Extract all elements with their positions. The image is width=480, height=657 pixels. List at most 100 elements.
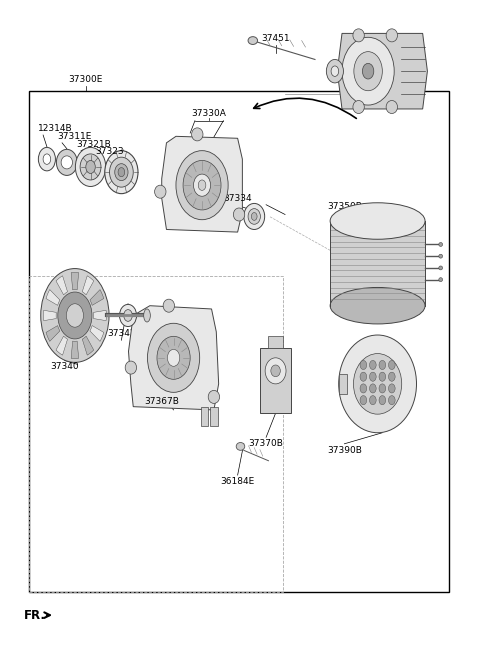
- Text: 37311E: 37311E: [57, 132, 92, 141]
- Text: 37340: 37340: [50, 363, 79, 371]
- Ellipse shape: [379, 361, 385, 369]
- Ellipse shape: [198, 180, 206, 191]
- Ellipse shape: [386, 29, 397, 42]
- Polygon shape: [337, 34, 427, 109]
- Ellipse shape: [105, 150, 138, 194]
- Text: 37342: 37342: [107, 329, 136, 338]
- Text: 37330A: 37330A: [192, 109, 227, 118]
- Ellipse shape: [353, 29, 364, 42]
- Ellipse shape: [360, 396, 367, 405]
- Ellipse shape: [353, 353, 402, 414]
- Ellipse shape: [388, 396, 395, 405]
- Polygon shape: [44, 310, 56, 321]
- Ellipse shape: [439, 266, 443, 270]
- Ellipse shape: [86, 160, 96, 173]
- Bar: [210, 407, 218, 426]
- Bar: [29, 277, 283, 593]
- Polygon shape: [94, 310, 107, 321]
- Text: 37367B: 37367B: [144, 397, 179, 406]
- Bar: [339, 374, 347, 394]
- Ellipse shape: [379, 396, 385, 405]
- Ellipse shape: [439, 278, 443, 282]
- Ellipse shape: [386, 101, 397, 114]
- Text: 37370B: 37370B: [249, 440, 284, 448]
- Ellipse shape: [41, 269, 109, 363]
- Ellipse shape: [326, 59, 343, 83]
- Text: FR.: FR.: [24, 608, 46, 622]
- Ellipse shape: [388, 372, 395, 381]
- Bar: [260, 348, 291, 413]
- Ellipse shape: [38, 147, 56, 171]
- Ellipse shape: [125, 361, 137, 374]
- Ellipse shape: [208, 390, 219, 403]
- Ellipse shape: [353, 101, 364, 114]
- Ellipse shape: [236, 443, 245, 450]
- Ellipse shape: [439, 254, 443, 258]
- Polygon shape: [46, 326, 60, 342]
- Text: 37323: 37323: [95, 147, 124, 156]
- Ellipse shape: [120, 304, 137, 327]
- Ellipse shape: [163, 299, 175, 312]
- Ellipse shape: [248, 37, 258, 45]
- Ellipse shape: [144, 309, 150, 322]
- Bar: [201, 407, 208, 426]
- Ellipse shape: [118, 168, 125, 177]
- Ellipse shape: [354, 52, 383, 91]
- Ellipse shape: [66, 304, 84, 327]
- Text: 37334: 37334: [223, 194, 252, 204]
- Ellipse shape: [360, 372, 367, 381]
- Ellipse shape: [331, 66, 339, 76]
- Ellipse shape: [360, 361, 367, 369]
- Ellipse shape: [115, 164, 128, 181]
- Ellipse shape: [244, 204, 264, 229]
- Text: 37300E: 37300E: [69, 74, 103, 83]
- Polygon shape: [330, 221, 425, 306]
- Text: 37321B: 37321B: [76, 140, 111, 148]
- Ellipse shape: [342, 37, 394, 105]
- Ellipse shape: [193, 174, 211, 196]
- Polygon shape: [90, 290, 104, 306]
- Ellipse shape: [61, 156, 72, 169]
- Ellipse shape: [388, 361, 395, 369]
- Ellipse shape: [157, 336, 190, 379]
- Ellipse shape: [379, 372, 385, 381]
- Ellipse shape: [379, 384, 385, 393]
- Text: 37390B: 37390B: [327, 445, 362, 455]
- Ellipse shape: [370, 384, 376, 393]
- Polygon shape: [71, 341, 79, 359]
- Ellipse shape: [370, 361, 376, 369]
- Ellipse shape: [147, 323, 200, 392]
- Ellipse shape: [330, 203, 425, 239]
- Ellipse shape: [360, 384, 367, 393]
- Ellipse shape: [183, 160, 221, 210]
- Ellipse shape: [388, 384, 395, 393]
- Ellipse shape: [370, 372, 376, 381]
- Bar: [29, 91, 449, 593]
- Polygon shape: [129, 306, 219, 410]
- Ellipse shape: [370, 396, 376, 405]
- Ellipse shape: [56, 149, 77, 175]
- Polygon shape: [90, 326, 104, 342]
- Ellipse shape: [168, 350, 180, 367]
- Ellipse shape: [155, 185, 166, 198]
- Ellipse shape: [265, 358, 286, 384]
- Ellipse shape: [362, 63, 374, 79]
- Ellipse shape: [192, 128, 203, 141]
- Ellipse shape: [176, 150, 228, 219]
- Polygon shape: [82, 336, 94, 355]
- Ellipse shape: [339, 335, 417, 433]
- Ellipse shape: [271, 365, 280, 376]
- Polygon shape: [46, 290, 60, 306]
- Ellipse shape: [80, 154, 101, 180]
- Ellipse shape: [233, 208, 245, 221]
- Ellipse shape: [252, 213, 257, 220]
- Polygon shape: [56, 336, 68, 355]
- Polygon shape: [162, 136, 242, 232]
- Ellipse shape: [109, 157, 133, 187]
- Text: 37451: 37451: [261, 34, 290, 43]
- Ellipse shape: [439, 242, 443, 246]
- Text: 37350B: 37350B: [327, 202, 362, 212]
- Ellipse shape: [124, 309, 132, 321]
- Ellipse shape: [75, 147, 106, 187]
- Polygon shape: [71, 272, 79, 290]
